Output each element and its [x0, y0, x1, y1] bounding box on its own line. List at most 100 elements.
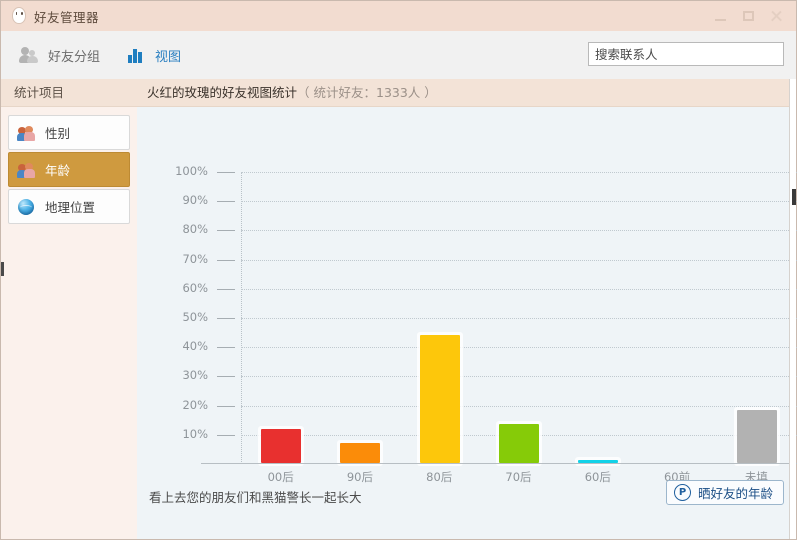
footer: 看上去您的朋友们和黑猫警长一起长大 P 晒好友的年龄	[137, 474, 796, 539]
bar-slot	[400, 172, 479, 463]
right-edge	[789, 79, 796, 539]
title-bar: 好友管理器	[1, 1, 796, 32]
bar[interactable]	[498, 423, 539, 463]
content-panel: 火红的玫瑰的好友视图统计（ 统计好友：1333人 ） 100% 90% 80% 70%…	[137, 79, 797, 539]
share-age-button[interactable]: P 晒好友的年龄	[665, 480, 784, 505]
bar-chart-icon	[128, 47, 146, 63]
y-axis-tick-label: 90%	[182, 193, 208, 208]
y-axis-tick-label: 100%	[175, 164, 208, 178]
y-axis-tick-mark	[217, 201, 235, 203]
minimize-icon	[714, 18, 726, 21]
y-axis-tick: 60%	[182, 281, 797, 295]
gender-icon	[17, 124, 36, 142]
y-axis-tick: 40%	[182, 339, 797, 353]
right-scroll-indicator[interactable]	[792, 189, 796, 205]
left-scroll-indicator[interactable]	[1, 262, 4, 276]
maximize-icon	[742, 11, 754, 21]
gridline	[241, 259, 797, 261]
close-button[interactable]	[762, 5, 790, 27]
sidebar: 统计项目 性别 年龄 地理位置	[1, 79, 138, 539]
search-box	[588, 42, 784, 66]
y-axis-tick-mark	[217, 259, 235, 261]
y-axis-tick: 50%	[182, 310, 797, 324]
y-axis-tick-label: 60%	[182, 280, 208, 295]
y-axis-tick: 100%	[175, 164, 797, 178]
bar[interactable]	[419, 334, 460, 463]
y-axis-tick-mark	[217, 376, 235, 378]
y-axis-tick-label: 80%	[182, 222, 208, 237]
y-axis-tick-mark	[217, 318, 235, 319]
toolbar-item-view-label: 视图	[155, 49, 182, 65]
sidebar-item-location[interactable]: 地理位置	[8, 189, 130, 224]
x-axis-line	[201, 463, 797, 464]
gridline	[241, 318, 797, 319]
y-axis-tick-label: 20%	[182, 397, 208, 412]
y-axis-tick-label: 30%	[182, 368, 208, 383]
y-axis-tick: 20%	[182, 398, 797, 412]
y-axis-tick-label: 50%	[182, 310, 208, 324]
window-controls	[706, 1, 790, 31]
friend-count: （ 统计好友：1333人 ）	[297, 85, 437, 100]
y-axis-tick: 80%	[182, 222, 797, 236]
bar[interactable]	[578, 460, 619, 463]
bar[interactable]	[737, 410, 778, 463]
maximize-button[interactable]	[734, 5, 762, 27]
sidebar-item-gender[interactable]: 性别	[8, 115, 130, 150]
gridline	[241, 230, 797, 232]
bar-slot	[479, 172, 558, 463]
y-axis-tick-mark	[217, 347, 235, 349]
minimize-button[interactable]	[706, 5, 734, 27]
summary-text: 看上去您的朋友们和黑猫警长一起长大	[149, 490, 362, 505]
gridline	[241, 288, 797, 290]
penguin-icon	[10, 7, 28, 25]
y-axis-tick: 30%	[182, 368, 797, 382]
bar-chart: 100% 90% 80% 70% 60% 50% 40% 30% 20% 10%	[175, 164, 797, 464]
toolbar-item-friend-groups-label: 好友分组	[48, 49, 101, 65]
gridline	[241, 405, 797, 407]
share-age-button-label: 晒好友的年龄	[697, 486, 773, 501]
search-input[interactable]	[588, 42, 784, 66]
gridline	[241, 376, 797, 378]
bar[interactable]	[340, 442, 381, 463]
people-icon	[19, 46, 39, 64]
sidebar-list: 性别 年龄 地理位置	[1, 107, 137, 224]
x-axis-label: 60后	[584, 470, 611, 484]
bar-slot	[241, 172, 320, 463]
y-axis-tick: 90%	[182, 193, 797, 207]
y-axis-tick-label: 70%	[182, 251, 208, 266]
gridline	[241, 172, 797, 173]
y-axis-tick-label: 10%	[182, 426, 208, 441]
y-axis-tick-mark	[217, 434, 235, 436]
x-axis-label: 70后	[505, 470, 532, 484]
window-title: 好友管理器	[34, 9, 100, 25]
toolbar: 好友分组 视图	[1, 31, 796, 80]
sidebar-item-gender-label: 性别	[45, 126, 71, 141]
sidebar-item-location-label: 地理位置	[45, 200, 96, 215]
globe-icon	[17, 198, 36, 216]
toolbar-item-view[interactable]: 视图	[118, 31, 191, 79]
sidebar-item-age-label: 年龄	[45, 163, 71, 178]
chart-area: 100% 90% 80% 70% 60% 50% 40% 30% 20% 10% 00后 90后 80…	[137, 107, 797, 502]
bar[interactable]	[260, 429, 301, 463]
sidebar-item-age[interactable]: 年龄	[8, 152, 130, 187]
bar-slot	[718, 172, 797, 463]
x-axis-label: 90后	[346, 470, 373, 484]
share-circle-icon: P	[673, 484, 691, 501]
bar-slot	[638, 172, 717, 463]
toolbar-item-friend-groups[interactable]: 好友分组	[9, 31, 110, 79]
bar-series	[241, 172, 797, 463]
gender-icon	[17, 161, 36, 179]
content-header: 火红的玫瑰的好友视图统计（ 统计好友：1333人 ）	[137, 79, 796, 107]
y-axis-tick-label: 40%	[182, 339, 208, 354]
y-axis-tick-mark	[217, 405, 235, 407]
y-axis-tick-mark	[217, 230, 235, 232]
sidebar-header: 统计项目	[1, 79, 137, 107]
gridline	[241, 201, 797, 203]
gridline	[241, 347, 797, 349]
bar-slot	[320, 172, 399, 463]
page-title: 火红的玫瑰的好友视图统计	[147, 85, 298, 100]
close-icon	[770, 10, 782, 22]
x-axis-label: 00后	[267, 470, 294, 484]
y-axis-tick: 70%	[182, 252, 797, 266]
